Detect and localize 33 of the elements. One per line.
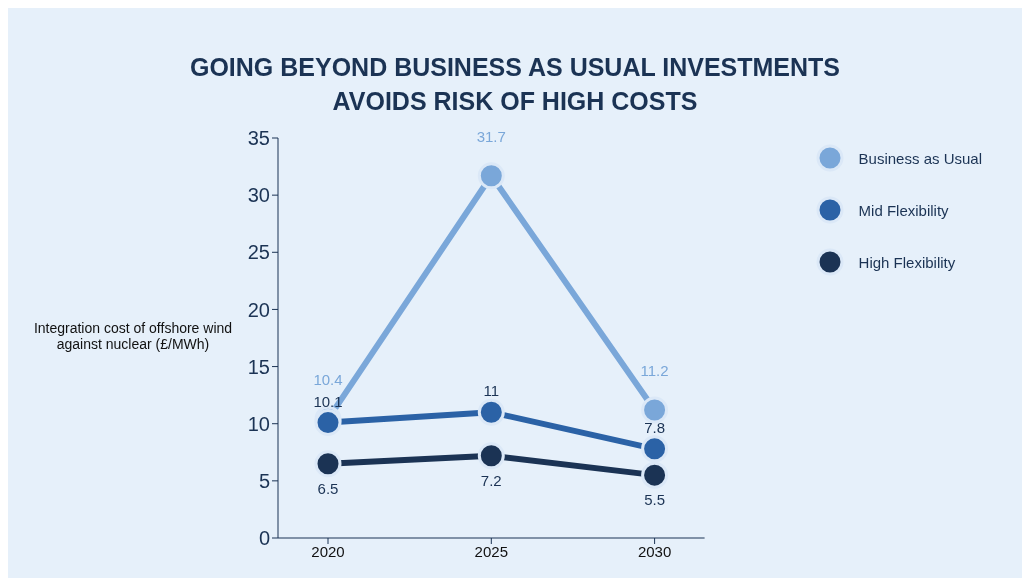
data-label: 11	[483, 382, 500, 400]
x-tick-label: 2025	[474, 542, 508, 560]
point	[477, 442, 505, 470]
legend-label: Mid Flexibility	[858, 201, 949, 219]
y-tick-label: 25	[247, 241, 270, 264]
data-label: 7.2	[480, 471, 502, 489]
y-tick-label: 15	[247, 355, 270, 378]
legend-label: Business as Usual	[858, 149, 982, 167]
y-tick-label: 20	[247, 298, 270, 321]
point	[641, 461, 669, 489]
point	[641, 435, 669, 463]
chart-title: GOING BEYOND BUSINESS AS USUAL INVESTMENTS AVOIDS RISK OF HIGH COSTS	[188, 52, 842, 117]
point	[641, 396, 669, 424]
point	[477, 162, 505, 190]
legend-label: High Flexibility	[858, 253, 956, 271]
y-tick-label: 35	[247, 127, 270, 150]
y-axis-title: Integration cost of offshore wind against nuclear (£/MWh)	[32, 320, 234, 352]
y-tick-label: 30	[247, 184, 270, 207]
data-label: 5.5	[644, 491, 666, 509]
point	[314, 409, 342, 437]
y-tick-label: 10	[247, 412, 270, 435]
data-label: 6.5	[317, 479, 339, 497]
data-label: 10.4	[313, 371, 343, 389]
data-label: 10.1	[313, 392, 343, 410]
y-tick-label: 5	[258, 469, 270, 492]
point	[477, 398, 505, 426]
x-tick-label: 2020	[311, 542, 345, 560]
data-label: 31.7	[476, 127, 506, 145]
data-label: 11.2	[640, 362, 669, 379]
point	[314, 450, 342, 478]
y-tick-label: 0	[258, 527, 270, 550]
x-tick-label: 2030	[637, 542, 672, 560]
data-label: 7.8	[644, 418, 666, 436]
